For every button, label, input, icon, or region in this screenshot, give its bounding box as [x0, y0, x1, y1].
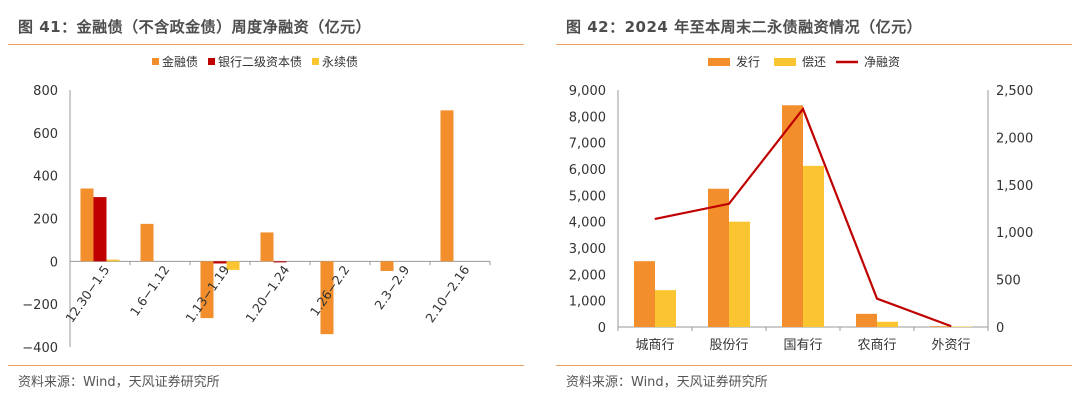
bar-发行-5: [930, 326, 951, 327]
bar-永续债-3: [226, 261, 240, 270]
x-tick-label: 农商行: [857, 338, 896, 353]
legend-label-1: 发行: [736, 54, 760, 69]
y-tick-label: 400: [33, 170, 58, 185]
bar-发行-2: [708, 188, 729, 327]
bar-金融债-4: [260, 232, 274, 262]
legend-swatch-1: [708, 58, 730, 66]
legend-label-3: 净融资: [864, 55, 900, 69]
title-divider-right: [556, 44, 1072, 45]
y-tick-label: 5,000: [569, 189, 606, 204]
source-divider-right: [556, 365, 1072, 366]
y2-tick-label: 1,000: [996, 226, 1033, 241]
bar-偿还-1: [655, 290, 676, 327]
source-note-left: 资料来源：Wind，天风证券研究所: [18, 375, 220, 390]
source-divider-left: [8, 365, 524, 366]
bar-金融债-6: [380, 261, 394, 271]
bar-偿还-5: [951, 326, 972, 327]
bar-金融债-1: [80, 188, 94, 262]
y-tick-label: 600: [33, 127, 58, 142]
bar-银行二级资本债-1: [93, 197, 107, 262]
legend-label-2: 偿还: [802, 54, 826, 69]
bar-银行二级资本债-3: [213, 261, 227, 264]
y-tick-label: −400: [22, 341, 58, 356]
y-tick-label: 0: [50, 255, 58, 270]
bar-偿还-2: [729, 221, 750, 327]
y-tick-label: −200: [22, 298, 58, 313]
legend-swatch-1: [152, 58, 159, 65]
title-divider-left: [8, 44, 524, 45]
x-tick-label: 国有行: [783, 338, 822, 353]
x-tick-label: 股份行: [709, 338, 748, 353]
line-point-5: [950, 325, 952, 327]
bar-chart-weekly-net-financing: 金融债 银行二级资本债 永续债−400−200020040060080012.30−…: [22, 54, 491, 356]
line-point-2: [728, 203, 730, 205]
y-tick-label: 200: [33, 213, 58, 228]
legend-swatch-2: [208, 58, 215, 65]
source-note-right: 资料来源：Wind，天风证券研究所: [566, 375, 768, 390]
y2-tick-label: 0: [996, 321, 1004, 336]
y2-tick-label: 2,500: [996, 84, 1033, 99]
y-tick-label: 6,000: [569, 163, 606, 178]
bar-银行二级资本债-4: [273, 261, 287, 263]
bar-金融债-2: [140, 223, 154, 262]
y-tick-label: 0: [598, 321, 606, 336]
y2-tick-label: 2,000: [996, 131, 1033, 146]
bar-金融债-7: [440, 110, 454, 262]
y-tick-label: 1,000: [569, 295, 606, 310]
y-tick-label: 2,000: [569, 268, 606, 283]
chart-panel-right: 图 42：2024 年至本周末二永债融资情况（亿元） 发行 偿还 净融资 0 1,000…: [548, 0, 1080, 402]
line-point-4: [876, 298, 878, 300]
bar-偿还-3: [803, 165, 824, 327]
y2-tick-label: 1,500: [996, 179, 1033, 194]
bar-金融债-3: [200, 261, 214, 319]
y-tick-label: 7,000: [569, 137, 606, 152]
bar-偿还-4: [877, 321, 898, 327]
y-tick-label: 9,000: [569, 84, 606, 99]
bar-发行-3: [782, 105, 803, 327]
x-tick-label: 1.6−1.12: [127, 262, 173, 318]
x-tick-label: 城商行: [635, 338, 674, 353]
legend-swatch-2: [774, 58, 796, 66]
x-tick-label: 外资行: [931, 338, 970, 353]
legend-label-1: 金融债: [162, 54, 198, 69]
line-point-1: [654, 218, 656, 220]
y-tick-label: 3,000: [569, 242, 606, 257]
legend-label-2: 银行二级资本债: [218, 55, 302, 69]
y-tick-label: 8,000: [569, 110, 606, 125]
y-tick-label: 800: [33, 84, 58, 99]
chart-title-left: 图 41：金融债（不含政金债）周度净融资（亿元）: [18, 18, 372, 36]
y-tick-label: 4,000: [569, 216, 606, 231]
x-tick-label: 1.20−1.24: [242, 262, 292, 325]
bar-发行-4: [856, 313, 877, 327]
line-point-3: [802, 108, 804, 110]
legend-swatch-3: [312, 58, 319, 65]
bar-永续债-1: [106, 259, 120, 262]
chart-panel-left: 图 41：金融债（不含政金债）周度净融资（亿元） 金融债 银行二级资本债 永续债 −4…: [0, 0, 532, 402]
chart-title-right: 图 42：2024 年至本周末二永债融资情况（亿元）: [566, 18, 923, 36]
combo-chart-bank-bonds: 发行 偿还 净融资 0 1,000 2,000 3,000 4,000 5,000 6,000 7,…: [569, 54, 1033, 353]
bar-发行-1: [634, 261, 655, 327]
legend-label-3: 永续债: [322, 55, 358, 69]
x-tick-label: 2.10−2.16: [422, 262, 472, 325]
y2-tick-label: 500: [996, 274, 1021, 289]
bar-金融债-5: [320, 261, 334, 335]
